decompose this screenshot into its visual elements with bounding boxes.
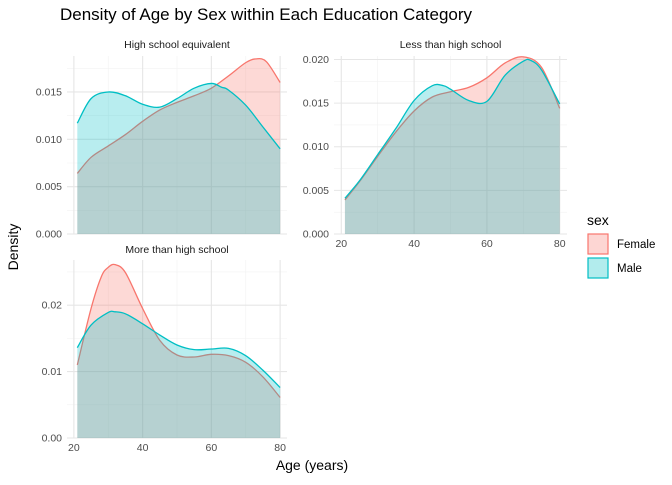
legend-label-male: Male — [617, 263, 642, 275]
density-area-female — [77, 264, 281, 438]
x-tick-label: 40 — [408, 238, 420, 250]
density-area-female — [344, 56, 560, 235]
y-tick-label: 0.010 — [303, 141, 329, 153]
x-axis-title: Age (years) — [276, 457, 348, 473]
density-line-male — [76, 310, 281, 388]
y-tick-label: 0.005 — [36, 181, 62, 193]
density-line-female — [344, 56, 561, 201]
x-tick-label: 80 — [554, 238, 566, 250]
y-tick-label: 0.010 — [36, 134, 62, 146]
legend-label-female: Female — [617, 239, 655, 251]
x-tick-label: 20 — [68, 442, 80, 454]
legend: sex Female Male — [587, 212, 655, 279]
y-tick-label: 0.02 — [42, 300, 63, 312]
panel-0: High school equivalent 0.000 0.005 0.010 0.0… — [36, 39, 287, 241]
density-line-female — [76, 263, 281, 398]
y-tick-label: 0.015 — [303, 98, 329, 110]
legend-key-male — [587, 257, 609, 279]
y-tick-label: 0.000 — [303, 229, 329, 241]
x-tick-label: 40 — [137, 442, 149, 454]
density-area-male — [77, 311, 281, 438]
density-area-female — [77, 58, 281, 234]
y-tick-label: 0.020 — [303, 54, 329, 66]
density-area-male — [77, 83, 281, 234]
legend-key-female — [587, 233, 609, 255]
panel-title: More than high school — [125, 244, 228, 256]
y-axis-title: Density — [5, 224, 21, 271]
y-tick-label: 0.000 — [36, 229, 62, 241]
legend-title: sex — [587, 212, 609, 228]
chart-title: Density of Age by Sex within Each Educat… — [60, 5, 473, 24]
density-line-female — [76, 57, 281, 174]
density-area-male — [344, 59, 560, 234]
x-tick-label: 20 — [335, 238, 347, 250]
density-line-male — [344, 58, 561, 199]
x-tick-label: 60 — [206, 442, 218, 454]
panel-title: Less than high school — [400, 39, 502, 51]
y-tick-label: 0.00 — [42, 433, 63, 445]
y-tick-label: 0.015 — [36, 86, 62, 98]
panel-title: High school equivalent — [124, 39, 230, 51]
x-tick-label: 80 — [274, 442, 286, 454]
density-line-male — [76, 82, 281, 150]
y-tick-label: 0.01 — [42, 366, 63, 378]
panel-1: Less than high school 0.000 0.005 0.010 0.01… — [303, 39, 567, 250]
y-tick-label: 0.005 — [303, 185, 329, 197]
x-tick-label: 60 — [481, 238, 493, 250]
panel-2: More than high school 0.00 0.01 0.02 20 40 60 8… — [42, 244, 287, 454]
